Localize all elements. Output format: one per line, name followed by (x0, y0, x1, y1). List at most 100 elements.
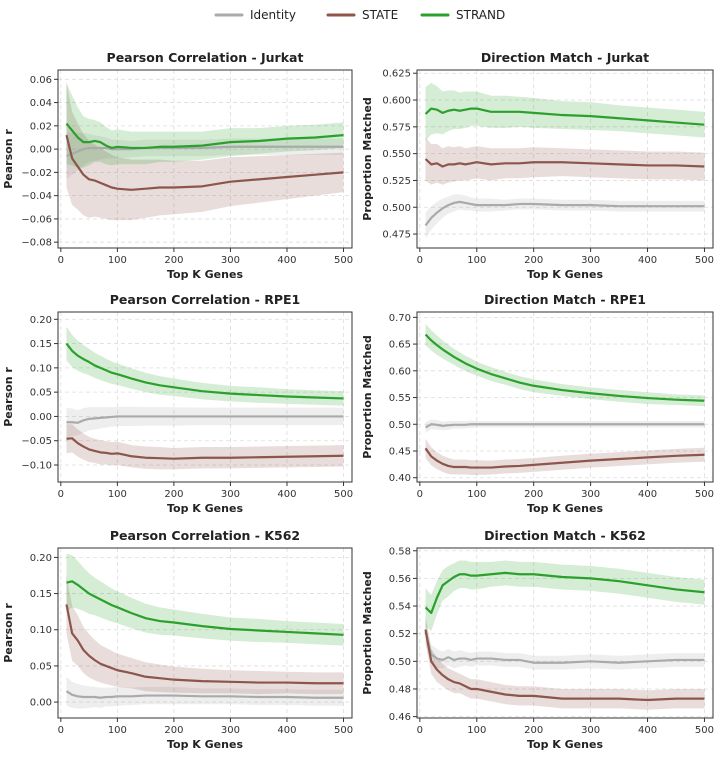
x-tick-label: 200 (524, 255, 543, 266)
y-tick-label: −0.05 (21, 436, 52, 447)
x-tick-label: 400 (638, 489, 657, 500)
x-tick-label: 0 (417, 725, 423, 736)
band-state (66, 82, 344, 221)
band-identity (66, 676, 344, 709)
legend-label-state: STATE (362, 8, 398, 22)
y-tick-label: 0.20 (30, 315, 52, 326)
y-tick-label: 0.06 (30, 75, 52, 86)
chart-title: Direction Match - K562 (484, 528, 646, 543)
x-tick-label: 300 (581, 255, 600, 266)
y-tick-label: 0.575 (382, 122, 411, 133)
series-line-strand (424, 107, 705, 126)
band-state (66, 575, 344, 695)
legend: Identity STATE STRAND (214, 8, 505, 22)
y-tick-label: 0.15 (30, 339, 52, 350)
y-axis-label: Proportion Matched (361, 97, 374, 220)
series-line-strand (65, 342, 344, 400)
x-tick-label: 200 (164, 489, 183, 500)
x-axis-label: Top K Genes (167, 502, 243, 515)
y-tick-label: 0.10 (30, 625, 52, 636)
x-tick-label: 100 (467, 255, 486, 266)
plot-frame (416, 69, 714, 249)
y-axis-label: Proportion Matched (361, 571, 374, 694)
y-tick-label: 0.50 (389, 420, 411, 431)
x-tick-label: 400 (638, 255, 657, 266)
x-tick-label: 0 (58, 725, 64, 736)
band-strand (425, 560, 705, 631)
x-tick-label: 200 (164, 725, 183, 736)
y-tick-label: 0.00 (30, 698, 52, 709)
plot-frame (57, 69, 353, 249)
chart-panel-5: 0 100 200 300 400 500 0.00 0.05 0.10 0.15 0.20 Pear… (2, 528, 353, 751)
chart-title: Pearson Correlation - RPE1 (110, 292, 300, 307)
y-tick-label: −0.06 (21, 214, 52, 225)
band-state (425, 137, 705, 185)
y-tick-label: 0.10 (30, 363, 52, 374)
series-line-identity (65, 690, 344, 699)
x-tick-label: 300 (221, 489, 240, 500)
series-line-state (65, 134, 344, 191)
y-tick-label: 0.00 (30, 412, 52, 423)
band-identity (66, 406, 344, 437)
x-tick-label: 400 (277, 255, 296, 266)
y-tick-label: 0.475 (382, 230, 411, 241)
y-axis-label: Proportion Matched (361, 335, 374, 458)
y-tick-label: 0.45 (389, 446, 411, 457)
series-line-identity (66, 415, 344, 424)
y-tick-label: 0.525 (382, 176, 411, 187)
series-line-strand (66, 580, 344, 636)
y-tick-label: 0.52 (389, 629, 411, 640)
chart-title: Pearson Correlation - Jurkat (107, 50, 304, 65)
series-line-strand (424, 333, 705, 402)
x-tick-label: 100 (108, 725, 127, 736)
band-identity (66, 132, 344, 180)
x-axis-label: Top K Genes (167, 738, 243, 751)
chart-panel-3: 0 100 200 300 400 500 −0.10 −0.05 0.00 0.05 0.10 0.… (2, 292, 353, 515)
band-strand (425, 82, 705, 141)
x-axis-label: Top K Genes (527, 268, 603, 281)
x-tick-label: 0 (417, 255, 423, 266)
legend-label-identity: Identity (250, 8, 296, 22)
x-tick-label: 300 (581, 725, 600, 736)
x-tick-label: 300 (581, 489, 600, 500)
series-line-state (424, 629, 705, 702)
x-tick-label: 200 (164, 255, 183, 266)
chart-panel-4: 0 100 200 300 400 500 0.40 0.45 0.50 0.55 0.60 0.65… (361, 292, 714, 515)
y-tick-label: 0.625 (382, 69, 411, 80)
x-tick-label: 500 (695, 255, 714, 266)
y-tick-label: 0.20 (30, 553, 52, 564)
x-tick-label: 500 (334, 725, 353, 736)
y-tick-label: −0.08 (21, 238, 52, 249)
y-tick-label: 0.40 (389, 473, 411, 484)
band-identity (425, 621, 705, 670)
y-tick-label: 0.65 (389, 340, 411, 351)
y-tick-label: 0.46 (389, 712, 411, 723)
x-tick-label: 100 (108, 255, 127, 266)
y-tick-label: −0.10 (21, 461, 52, 472)
series-line-state (424, 447, 705, 469)
chart-title: Pearson Correlation - K562 (110, 528, 300, 543)
x-tick-label: 400 (277, 489, 296, 500)
plot-frame (57, 547, 353, 719)
y-axis-label: Pearson r (2, 129, 15, 189)
x-axis-label: Top K Genes (527, 738, 603, 751)
series-line-state (66, 437, 344, 460)
band-state (425, 438, 705, 476)
y-tick-label: 0.15 (30, 589, 52, 600)
y-tick-label: 0.58 (389, 546, 411, 557)
series-line-state (65, 604, 344, 685)
y-tick-label: 0.56 (389, 574, 411, 585)
y-tick-label: 0.48 (389, 684, 411, 695)
series-line-identity (424, 423, 705, 429)
y-tick-label: 0.02 (30, 121, 52, 132)
plot-frame (416, 311, 714, 483)
x-tick-label: 500 (334, 489, 353, 500)
y-tick-label: 0.55 (389, 393, 411, 404)
band-identity (425, 194, 705, 239)
chart-panel-1: 0 100 200 300 400 500 −0.08 −0.06 −0.04 −0.02 0.00… (2, 50, 353, 281)
x-tick-label: 400 (277, 725, 296, 736)
chart-title: Direction Match - Jurkat (481, 50, 649, 65)
x-tick-label: 100 (467, 489, 486, 500)
y-tick-label: 0.05 (30, 661, 52, 672)
